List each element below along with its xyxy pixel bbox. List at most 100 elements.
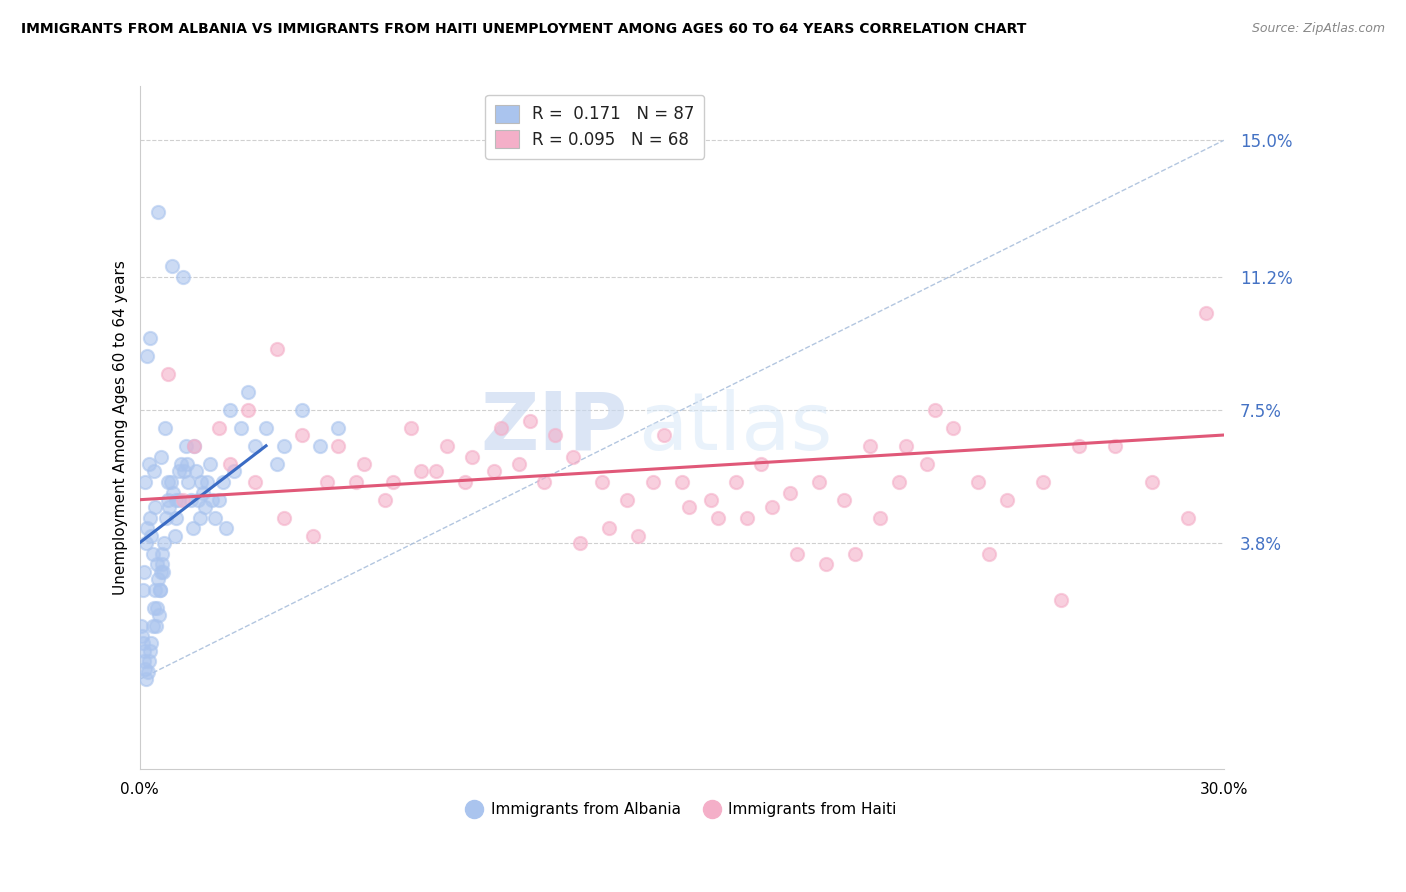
Point — [143, 464, 166, 478]
Text: atlas: atlas — [638, 389, 832, 467]
Point — [153, 536, 176, 550]
Legend: Immigrants from Albania, Immigrants from Haiti: Immigrants from Albania, Immigrants from… — [461, 796, 903, 823]
Point — [735, 510, 758, 524]
Point — [173, 464, 195, 478]
Point — [145, 618, 167, 632]
Point — [245, 475, 267, 489]
Point — [454, 475, 477, 489]
Point — [194, 500, 217, 514]
Point — [1177, 510, 1199, 524]
Point — [177, 475, 200, 489]
Point — [136, 521, 159, 535]
Point — [779, 485, 801, 500]
Point — [302, 529, 325, 543]
Point — [266, 342, 288, 356]
Point — [562, 450, 585, 464]
Point — [135, 673, 157, 687]
Point — [834, 492, 856, 507]
Point — [132, 643, 155, 657]
Point — [146, 600, 169, 615]
Point — [138, 510, 160, 524]
Point — [160, 259, 183, 273]
Point — [160, 475, 183, 489]
Point — [519, 414, 541, 428]
Point — [174, 439, 197, 453]
Point — [724, 475, 747, 489]
Point — [219, 402, 242, 417]
Point — [156, 492, 179, 507]
Point — [165, 510, 187, 524]
Point — [211, 475, 233, 489]
Point — [761, 500, 783, 514]
Point — [374, 492, 396, 507]
Point — [208, 492, 231, 507]
Point — [138, 655, 160, 669]
Point — [236, 384, 259, 399]
Point — [139, 331, 162, 345]
Point — [869, 510, 891, 524]
Point — [399, 421, 422, 435]
Point — [924, 402, 946, 417]
Point — [134, 475, 156, 489]
Point — [155, 510, 177, 524]
Point — [163, 529, 186, 543]
Point — [254, 421, 277, 435]
Point — [1104, 439, 1126, 453]
Text: Source: ZipAtlas.com: Source: ZipAtlas.com — [1251, 22, 1385, 36]
Point — [141, 618, 163, 632]
Point — [135, 349, 157, 363]
Point — [157, 475, 180, 489]
Point — [198, 457, 221, 471]
Point — [859, 439, 882, 453]
Point — [815, 558, 838, 572]
Point — [136, 665, 159, 680]
Point — [148, 572, 170, 586]
Point — [190, 475, 212, 489]
Point — [411, 464, 433, 478]
Point — [208, 421, 231, 435]
Point — [180, 492, 202, 507]
Point — [699, 492, 721, 507]
Point — [131, 618, 153, 632]
Point — [967, 475, 990, 489]
Point — [139, 529, 162, 543]
Point — [273, 439, 295, 453]
Point — [641, 475, 664, 489]
Point — [236, 402, 259, 417]
Point — [201, 492, 224, 507]
Point — [204, 510, 226, 524]
Point — [533, 475, 555, 489]
Point — [150, 450, 173, 464]
Point — [157, 367, 180, 381]
Point — [328, 439, 350, 453]
Point — [808, 475, 831, 489]
Point — [187, 492, 209, 507]
Point — [291, 402, 314, 417]
Point — [436, 439, 458, 453]
Point — [344, 475, 367, 489]
Point — [291, 428, 314, 442]
Point — [942, 421, 965, 435]
Point — [482, 464, 505, 478]
Point — [150, 547, 173, 561]
Point — [1140, 475, 1163, 489]
Point — [749, 457, 772, 471]
Point — [707, 510, 730, 524]
Point — [591, 475, 613, 489]
Text: IMMIGRANTS FROM ALBANIA VS IMMIGRANTS FROM HAITI UNEMPLOYMENT AMONG AGES 60 TO 6: IMMIGRANTS FROM ALBANIA VS IMMIGRANTS FR… — [21, 22, 1026, 37]
Y-axis label: Unemployment Among Ages 60 to 64 years: Unemployment Among Ages 60 to 64 years — [114, 260, 128, 595]
Point — [149, 582, 172, 597]
Point — [134, 655, 156, 669]
Point — [309, 439, 332, 453]
Point — [266, 457, 288, 471]
Point — [172, 269, 194, 284]
Point — [508, 457, 530, 471]
Point — [844, 547, 866, 561]
Point — [489, 421, 512, 435]
Point — [245, 439, 267, 453]
Point — [215, 521, 238, 535]
Point — [183, 439, 205, 453]
Point — [169, 464, 191, 478]
Point — [598, 521, 620, 535]
Point — [273, 510, 295, 524]
